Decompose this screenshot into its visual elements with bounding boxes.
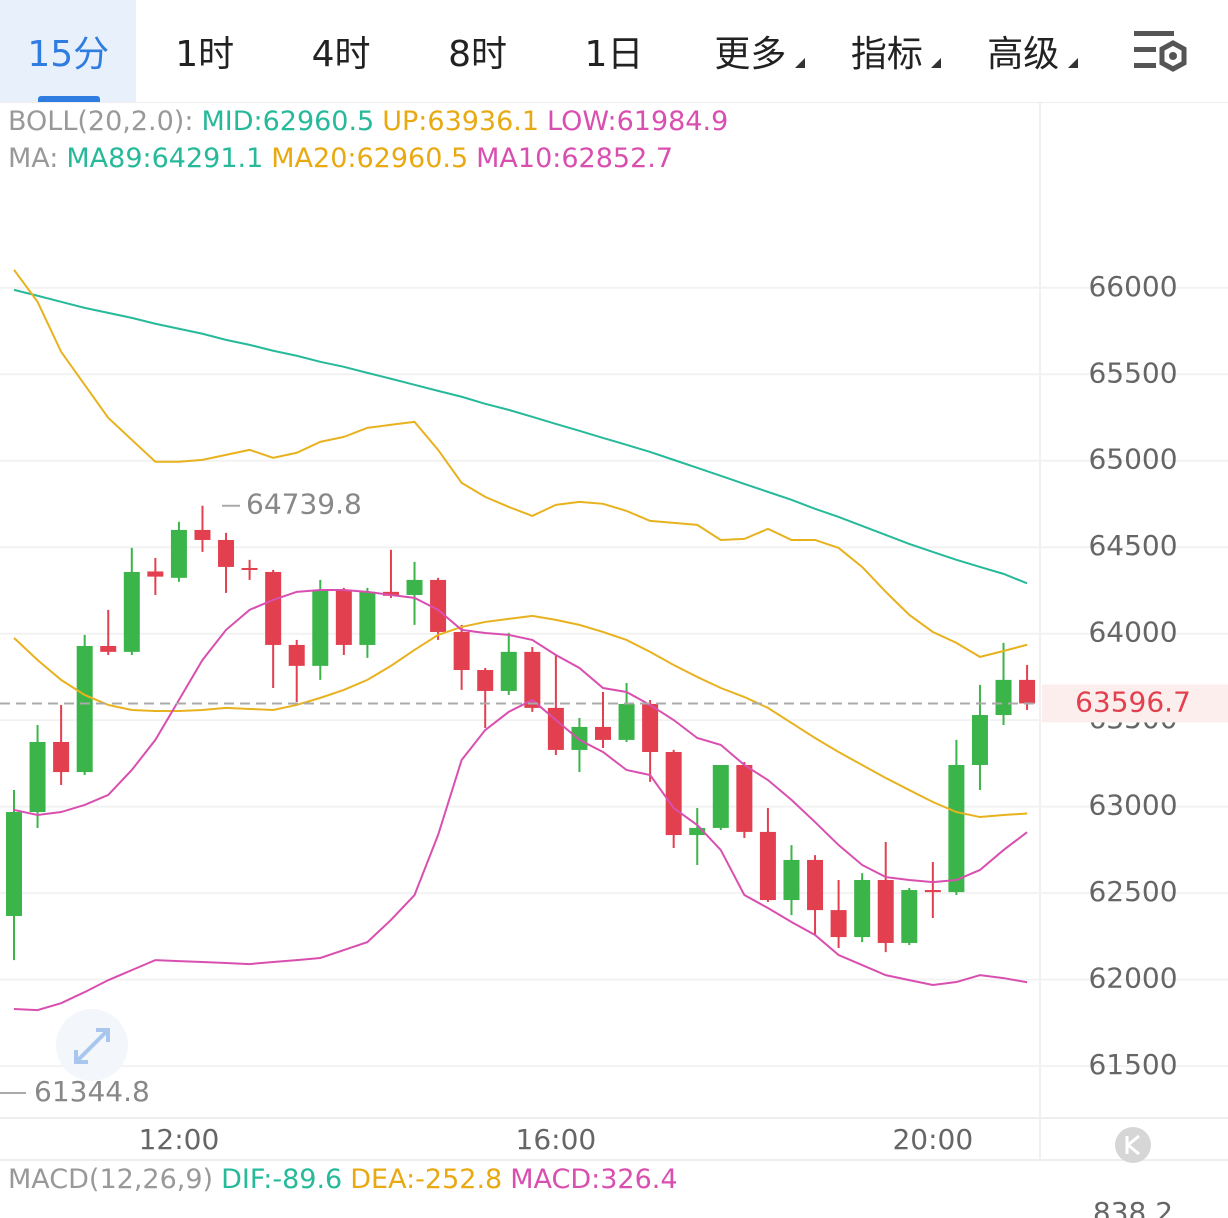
candle-body xyxy=(335,589,352,645)
y-tick-label: 62000 xyxy=(1088,962,1177,995)
candle-body xyxy=(288,644,305,666)
candle-body xyxy=(453,631,470,671)
last-price-label: 63596.7 xyxy=(1075,685,1191,718)
legend-item: UP:63936.1 xyxy=(382,106,540,137)
y-tick-label: 64500 xyxy=(1088,529,1177,562)
candle-body xyxy=(100,645,117,652)
legend-item: MID:62960.5 xyxy=(201,106,375,137)
macd-legend: MACD(12,26,9) DIF:-89.6 DEA:-252.8 MACD:326… xyxy=(8,1164,686,1195)
candle-body xyxy=(759,831,776,901)
candle-body xyxy=(995,679,1012,715)
candle-body xyxy=(665,752,682,836)
legend-item: BOLL(20,2.0): xyxy=(8,106,194,137)
candle-body xyxy=(689,827,706,836)
tab[interactable]: 1日 xyxy=(584,34,644,75)
legend-item: MACD(12,26,9) xyxy=(8,1164,214,1195)
candle-body xyxy=(123,571,140,652)
candle-body xyxy=(807,859,824,911)
candle-body xyxy=(948,764,965,893)
candle-body xyxy=(53,741,70,773)
candle-body xyxy=(712,764,729,828)
candle-body xyxy=(406,579,423,595)
candle-body xyxy=(571,726,588,750)
candle-body xyxy=(218,539,235,567)
indicator-line xyxy=(13,288,1028,585)
candle-body xyxy=(642,703,659,753)
candle-body xyxy=(877,880,894,943)
tab[interactable]: 15分 xyxy=(0,0,137,102)
candle-body xyxy=(382,591,399,596)
y-tick-label: 61500 xyxy=(1088,1048,1177,1081)
candle-body xyxy=(194,529,211,540)
legend-item: MA20:62960.5 xyxy=(271,143,469,174)
tab[interactable]: 1时 xyxy=(175,34,235,75)
indicator-line xyxy=(13,614,1028,819)
candle-body xyxy=(830,910,847,938)
legend-item: MACD:326.4 xyxy=(510,1164,678,1195)
y-tick-label: 62500 xyxy=(1088,875,1177,908)
settings-icon xyxy=(1133,31,1187,72)
candle-body xyxy=(783,859,800,901)
indicator-line xyxy=(13,588,1028,884)
tab[interactable]: 指标 xyxy=(819,0,955,102)
candle-body xyxy=(547,707,564,750)
expand-icon xyxy=(74,1028,110,1064)
candle-body xyxy=(477,670,494,691)
candle-body xyxy=(901,890,918,943)
candle-body xyxy=(76,645,93,773)
annotation: 64739.8 xyxy=(246,488,362,521)
y-tick-label: 65000 xyxy=(1088,443,1177,476)
legend-item: LOW:61984.9 xyxy=(547,106,729,137)
candle-body xyxy=(265,571,282,645)
boll-legend: BOLL(20,2.0): MID:62960.5 UP:63936.1 LOW:61… xyxy=(8,106,736,137)
x-tick-label: 12:00 xyxy=(139,1123,220,1156)
macd-axis-label: 838.2 xyxy=(1093,1196,1173,1218)
tab[interactable]: 更多 xyxy=(682,0,818,102)
tab[interactable]: 高级 xyxy=(955,0,1091,102)
candle-body xyxy=(500,651,517,691)
candle-body xyxy=(430,579,447,632)
candle-body xyxy=(971,714,988,765)
candle-body xyxy=(618,703,635,740)
settings-button[interactable] xyxy=(1092,0,1228,102)
candle-body xyxy=(147,571,164,577)
period-tabs: 15分 1时 4时 8时 1日 更多 指标 高级 xyxy=(0,0,1228,103)
candle-body xyxy=(359,591,376,645)
k-icon xyxy=(1125,1134,1140,1156)
candle-body xyxy=(854,880,871,938)
candle-body xyxy=(736,764,753,832)
x-tick-label: 20:00 xyxy=(892,1123,973,1156)
y-tick-label: 66000 xyxy=(1088,270,1177,303)
x-tick-label: 16:00 xyxy=(516,1123,597,1156)
tab[interactable]: 8时 xyxy=(448,34,507,75)
k-button[interactable] xyxy=(1115,1127,1151,1163)
legend-item: MA89:64291.1 xyxy=(66,143,264,174)
legend-item: MA10:62852.7 xyxy=(476,143,674,174)
candle-body xyxy=(241,567,258,570)
y-tick-label: 63000 xyxy=(1088,789,1177,822)
candle-body xyxy=(6,812,22,916)
indicator-line xyxy=(13,269,1028,658)
indicator-line xyxy=(13,698,1028,1012)
candle-body xyxy=(29,741,46,813)
legend-item: DEA:-252.8 xyxy=(350,1164,503,1195)
candle-body xyxy=(1019,679,1036,704)
legend-item: MA: xyxy=(8,143,59,174)
candle-body xyxy=(595,726,611,740)
candle-body xyxy=(170,529,187,578)
tab[interactable]: 4时 xyxy=(311,34,371,75)
y-tick-label: 65500 xyxy=(1088,356,1177,389)
legend-item: DIF:-89.6 xyxy=(221,1164,343,1195)
last-price-bg xyxy=(1042,684,1228,723)
y-tick-label: 64000 xyxy=(1088,616,1177,649)
candle-body xyxy=(524,651,541,708)
ma-legend: MA: MA89:64291.1 MA20:62960.5 MA10:62852.7 xyxy=(8,143,681,174)
candle-body xyxy=(924,890,941,893)
candle-body xyxy=(312,589,329,666)
